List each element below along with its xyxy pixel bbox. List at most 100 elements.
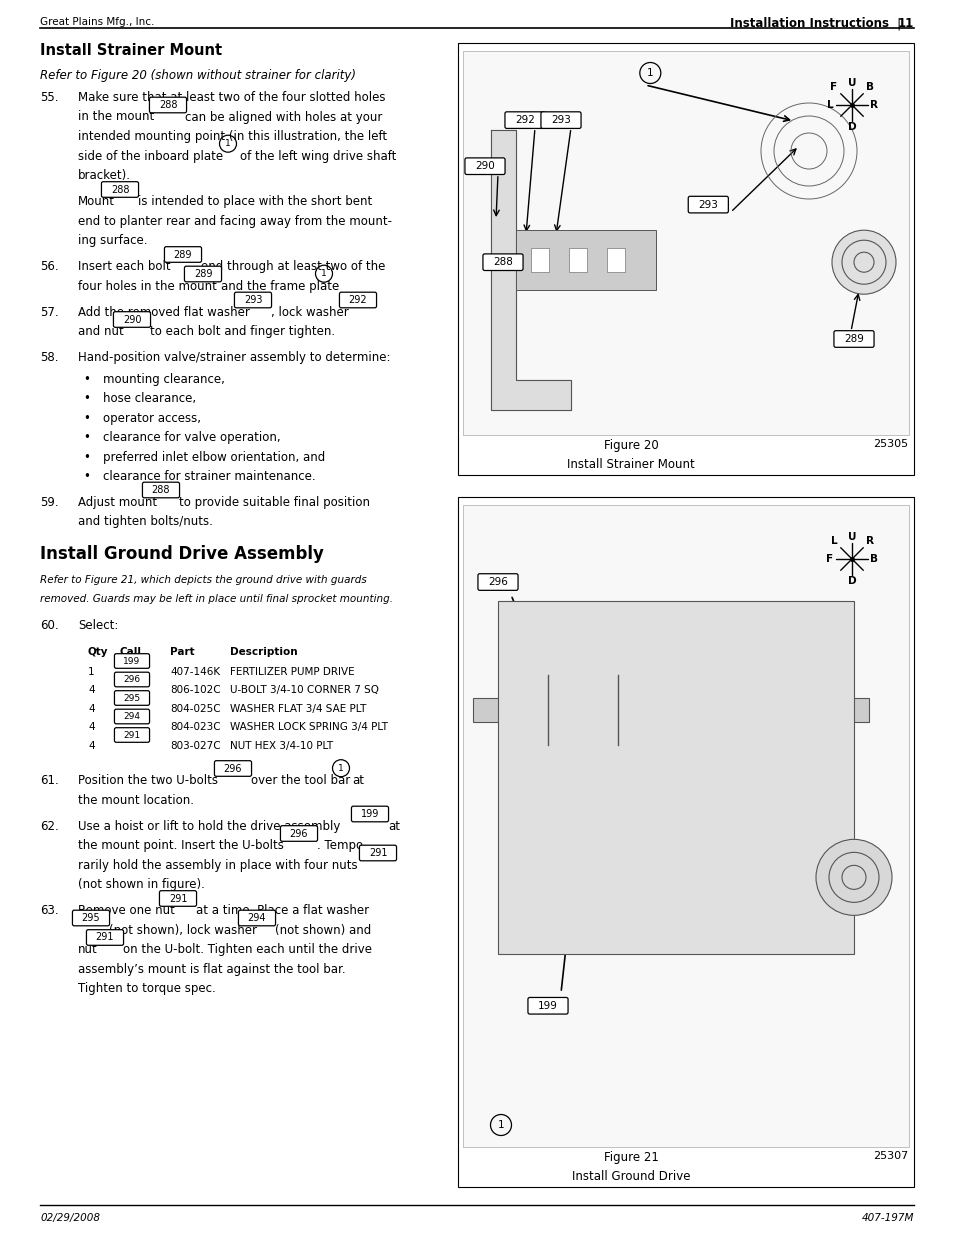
Text: Install Strainer Mount: Install Strainer Mount xyxy=(40,43,222,58)
Text: D: D xyxy=(847,576,856,585)
Text: 63.: 63. xyxy=(40,904,58,918)
Text: 4: 4 xyxy=(88,722,94,732)
FancyBboxPatch shape xyxy=(687,196,727,212)
Text: Position the two U-bolts: Position the two U-bolts xyxy=(78,774,218,787)
Text: Refer to Figure 20 (shown without strainer for clarity): Refer to Figure 20 (shown without strain… xyxy=(40,69,355,82)
Text: Great Plains Mfg., Inc.: Great Plains Mfg., Inc. xyxy=(40,17,154,27)
Text: 293: 293 xyxy=(698,200,718,210)
Text: Part: Part xyxy=(170,646,194,657)
Text: over the tool bar: over the tool bar xyxy=(251,774,350,787)
Text: 02/29/2008: 02/29/2008 xyxy=(40,1213,100,1223)
Text: 296: 296 xyxy=(488,577,507,587)
Text: Hand-position valve/strainer assembly to determine:: Hand-position valve/strainer assembly to… xyxy=(78,351,390,364)
Text: in the mount: in the mount xyxy=(78,110,154,124)
FancyBboxPatch shape xyxy=(833,331,873,347)
Text: Select:: Select: xyxy=(78,619,118,631)
Text: side of the inboard plate: side of the inboard plate xyxy=(78,149,223,163)
Text: bracket).: bracket). xyxy=(78,169,131,182)
Text: 294: 294 xyxy=(123,713,140,721)
Text: Use a hoist or lift to hold the drive assembly: Use a hoist or lift to hold the drive as… xyxy=(78,820,340,832)
FancyBboxPatch shape xyxy=(114,672,150,687)
Text: clearance for valve operation,: clearance for valve operation, xyxy=(103,431,280,445)
FancyBboxPatch shape xyxy=(142,482,179,498)
FancyBboxPatch shape xyxy=(359,845,396,861)
Polygon shape xyxy=(491,130,571,410)
Text: 61.: 61. xyxy=(40,774,59,787)
Text: WASHER FLAT 3/4 SAE PLT: WASHER FLAT 3/4 SAE PLT xyxy=(230,704,366,714)
Text: and nut: and nut xyxy=(78,325,124,338)
Text: 294: 294 xyxy=(248,913,266,923)
FancyBboxPatch shape xyxy=(477,574,517,590)
Text: U: U xyxy=(847,532,856,542)
Text: 296: 296 xyxy=(224,763,242,773)
Text: .: . xyxy=(334,279,337,293)
Text: Make sure that at least two of the four slotted holes: Make sure that at least two of the four … xyxy=(78,91,385,104)
FancyBboxPatch shape xyxy=(238,910,275,926)
Bar xyxy=(473,699,868,722)
Text: U-BOLT 3/4-10 CORNER 7 SQ: U-BOLT 3/4-10 CORNER 7 SQ xyxy=(230,685,378,695)
FancyBboxPatch shape xyxy=(114,727,150,742)
Text: operator access,: operator access, xyxy=(103,411,201,425)
Text: 60.: 60. xyxy=(40,619,58,631)
FancyBboxPatch shape xyxy=(114,690,150,705)
Text: U: U xyxy=(847,78,856,88)
FancyBboxPatch shape xyxy=(214,761,252,777)
Text: •: • xyxy=(83,431,90,445)
Bar xyxy=(457,496,913,1187)
Text: Install Ground Drive Assembly: Install Ground Drive Assembly xyxy=(40,545,323,563)
FancyBboxPatch shape xyxy=(339,293,376,308)
Text: Call: Call xyxy=(120,646,142,657)
FancyBboxPatch shape xyxy=(184,267,221,282)
Text: 292: 292 xyxy=(349,295,367,305)
Text: 288: 288 xyxy=(152,485,170,495)
FancyBboxPatch shape xyxy=(482,254,522,270)
FancyBboxPatch shape xyxy=(114,653,150,668)
Text: 290: 290 xyxy=(475,162,495,172)
Text: 289: 289 xyxy=(173,249,193,259)
Text: 11: 11 xyxy=(897,17,913,30)
Text: 25305: 25305 xyxy=(872,438,907,450)
Text: (not shown in figure).: (not shown in figure). xyxy=(78,878,205,890)
FancyBboxPatch shape xyxy=(164,247,201,262)
Text: L: L xyxy=(826,100,832,110)
Text: 804-025C: 804-025C xyxy=(170,704,220,714)
Text: mounting clearance,: mounting clearance, xyxy=(103,373,225,385)
Text: at: at xyxy=(388,820,399,832)
Text: intended mounting point (in this illustration, the left: intended mounting point (in this illustr… xyxy=(78,130,387,143)
Text: to each bolt and finger tighten.: to each bolt and finger tighten. xyxy=(150,325,335,338)
Text: 291: 291 xyxy=(369,848,387,858)
Text: F: F xyxy=(829,82,837,91)
Text: assembly’s mount is flat against the tool bar.: assembly’s mount is flat against the too… xyxy=(78,962,345,976)
FancyBboxPatch shape xyxy=(101,182,138,198)
FancyBboxPatch shape xyxy=(87,930,124,945)
Bar xyxy=(516,230,656,290)
Text: R: R xyxy=(865,536,873,546)
Text: 407-197M: 407-197M xyxy=(861,1213,913,1223)
FancyBboxPatch shape xyxy=(504,112,544,128)
Text: 289: 289 xyxy=(193,269,212,279)
Text: the mount point. Insert the U-bolts: the mount point. Insert the U-bolts xyxy=(78,839,284,852)
Text: removed. Guards may be left in place until final sprocket mounting.: removed. Guards may be left in place unt… xyxy=(40,594,393,604)
Circle shape xyxy=(815,840,891,915)
Text: 296: 296 xyxy=(123,676,140,684)
Text: 58.: 58. xyxy=(40,351,58,364)
Text: 291: 291 xyxy=(169,893,187,904)
Text: 407-146K: 407-146K xyxy=(170,667,220,677)
Text: 292: 292 xyxy=(515,115,535,125)
Text: end through at least two of the: end through at least two of the xyxy=(201,261,385,273)
Text: 55.: 55. xyxy=(40,91,58,104)
Text: Description: Description xyxy=(230,646,297,657)
Text: 291: 291 xyxy=(123,730,140,740)
Text: 293: 293 xyxy=(244,295,262,305)
Text: nut: nut xyxy=(78,944,97,956)
Text: at: at xyxy=(352,774,364,787)
Bar xyxy=(462,505,908,1147)
FancyBboxPatch shape xyxy=(114,709,150,724)
Text: •: • xyxy=(83,471,90,483)
Text: 804-023C: 804-023C xyxy=(170,722,220,732)
Text: •: • xyxy=(83,373,90,385)
Text: Install Strainer Mount: Install Strainer Mount xyxy=(567,458,695,471)
Text: 288: 288 xyxy=(493,257,513,267)
Text: of the left wing drive shaft: of the left wing drive shaft xyxy=(240,149,395,163)
Text: |: | xyxy=(895,17,900,30)
